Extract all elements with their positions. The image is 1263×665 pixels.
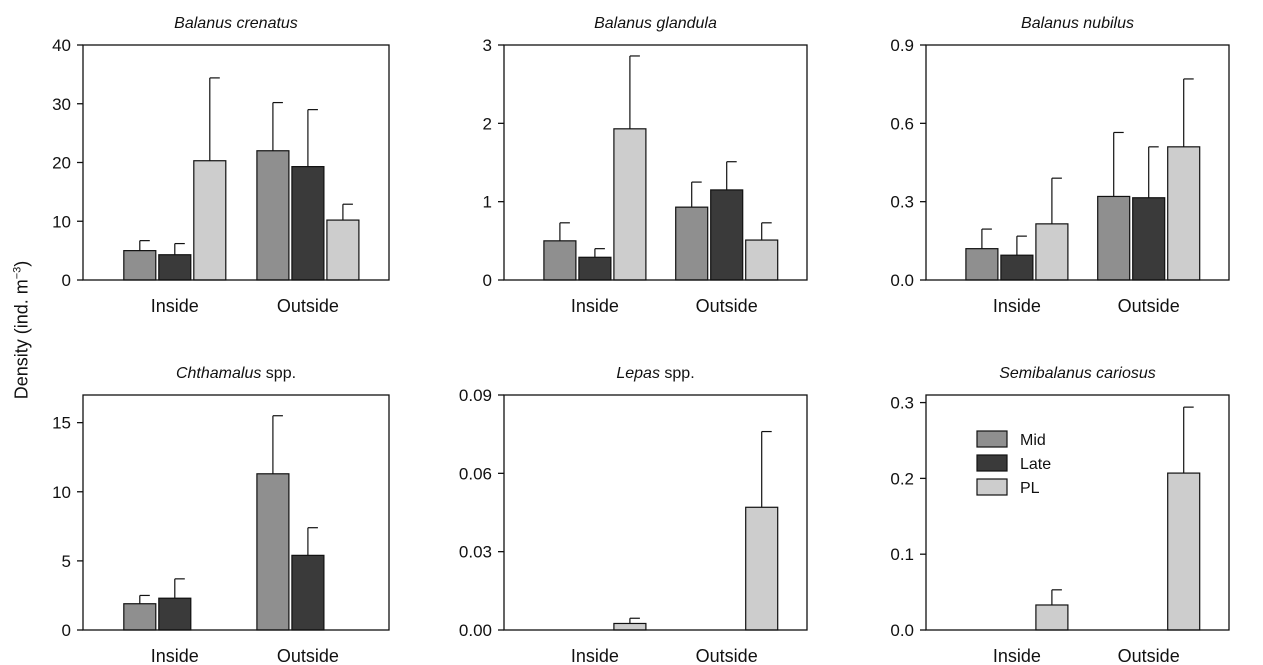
panel-title: Balanus crenatus [174, 15, 298, 32]
bar-pl-outside [746, 240, 778, 280]
bar-late-outside [292, 167, 324, 280]
panel-title: Balanus glandula [594, 15, 717, 32]
bar-mid-outside [257, 151, 289, 280]
bar-mid-inside [124, 251, 156, 280]
bar-pl-inside [1036, 605, 1068, 630]
bar-mid-inside [544, 241, 576, 280]
legend-label-late: Late [1020, 456, 1051, 473]
bar-late-outside [292, 555, 324, 630]
panel-title: Lepas spp. [616, 365, 694, 382]
bar-late-inside [579, 257, 611, 280]
bar-pl-inside [614, 623, 646, 630]
bar-mid-inside [966, 249, 998, 280]
bar-late-inside [1001, 255, 1033, 280]
chart-panel-3: Balanus nubilus 0.0 0.3 0.6 0.9 Inside Outside [890, 15, 1229, 316]
chart-panel-2: Balanus glandula 0 1 2 3 Inside Outside [483, 15, 807, 316]
y-tick-label: 0.00 [459, 621, 492, 640]
x-category-label: Inside [151, 296, 199, 316]
y-tick-label: 5 [62, 552, 71, 571]
x-category-label: Outside [696, 296, 758, 316]
y-tick-label: 0.3 [890, 394, 914, 413]
legend-label-pl: PL [1020, 480, 1040, 497]
panel-title-italic: Balanus glandula [594, 15, 717, 32]
x-category-label: Inside [151, 646, 199, 665]
bar-mid-outside [676, 207, 708, 280]
legend-swatch-mid [977, 431, 1007, 447]
panel-title-italic: Balanus crenatus [174, 15, 298, 32]
x-category-label: Inside [571, 646, 619, 665]
x-category-label: Outside [277, 296, 339, 316]
y-tick-label: 1 [483, 193, 492, 212]
y-tick-label: 0.6 [890, 114, 914, 133]
panel-title: Balanus nubilus [1021, 15, 1134, 32]
x-category-label: Outside [696, 646, 758, 665]
chart-panel-1: Balanus crenatus 0 10 20 30 40 Inside Outside [52, 15, 389, 316]
chart-panel-4: Chthamalus spp. 0 5 10 15 Inside Outside [52, 365, 389, 665]
y-tick-label: 0.3 [890, 193, 914, 212]
panel-title-roman: spp. [261, 365, 296, 382]
bar-mid-outside [257, 474, 289, 630]
bar-late-inside [159, 255, 191, 280]
x-category-label: Outside [277, 646, 339, 665]
y-tick-label: 0.0 [890, 271, 914, 290]
x-category-label: Outside [1118, 296, 1180, 316]
bar-mid-outside [1098, 196, 1130, 280]
y-tick-label: 0.2 [890, 469, 914, 488]
y-tick-label: 0 [62, 271, 71, 290]
bar-pl-outside [327, 220, 359, 280]
panel-title: Chthamalus spp. [176, 365, 296, 382]
y-tick-label: 10 [52, 483, 71, 502]
panel-title-italic: Lepas [616, 365, 660, 382]
bar-pl-inside [614, 129, 646, 280]
y-tick-label: 0.06 [459, 464, 492, 483]
y-tick-label: 30 [52, 95, 71, 114]
y-tick-label: 0.1 [890, 545, 914, 564]
y-tick-label: 3 [483, 36, 492, 55]
panel-title-italic: Semibalanus cariosus [999, 365, 1156, 382]
panel-title-italic: Balanus nubilus [1021, 15, 1134, 32]
bar-late-outside [711, 190, 743, 280]
bar-late-inside [159, 598, 191, 630]
chart-panel-5: Lepas spp. 0.00 0.03 0.06 0.09 Inside Outside [459, 365, 807, 665]
y-tick-label: 20 [52, 154, 71, 173]
legend-swatch-pl [977, 479, 1007, 495]
legend-swatch-late [977, 455, 1007, 471]
x-category-label: Inside [571, 296, 619, 316]
y-tick-label: 0.09 [459, 386, 492, 405]
bar-pl-outside [746, 507, 778, 630]
panel-title: Semibalanus cariosus [999, 365, 1156, 382]
x-category-label: Inside [993, 646, 1041, 665]
bar-pl-outside [1168, 473, 1200, 630]
y-tick-label: 0 [483, 271, 492, 290]
y-tick-label: 2 [483, 114, 492, 133]
plot-frame [83, 395, 389, 630]
bar-pl-inside [194, 161, 226, 280]
y-tick-label: 15 [52, 414, 71, 433]
bar-mid-inside [124, 604, 156, 630]
panel-title-roman: spp. [660, 365, 695, 382]
y-tick-label: 40 [52, 36, 71, 55]
bar-late-outside [1133, 198, 1165, 280]
y-tick-label: 10 [52, 212, 71, 231]
bar-pl-inside [1036, 224, 1068, 280]
x-category-label: Inside [993, 296, 1041, 316]
panel-title-italic: Chthamalus [176, 365, 261, 382]
x-category-label: Outside [1118, 646, 1180, 665]
y-tick-label: 0 [62, 621, 71, 640]
y-tick-label: 0.0 [890, 621, 914, 640]
y-tick-label: 0.9 [890, 36, 914, 55]
y-tick-label: 0.03 [459, 543, 492, 562]
chart-panel-6: Semibalanus cariosus 0.0 0.1 0.2 0.3 Inside Ou… [890, 365, 1229, 665]
bar-pl-outside [1168, 147, 1200, 280]
legend-label-mid: Mid [1020, 432, 1046, 449]
